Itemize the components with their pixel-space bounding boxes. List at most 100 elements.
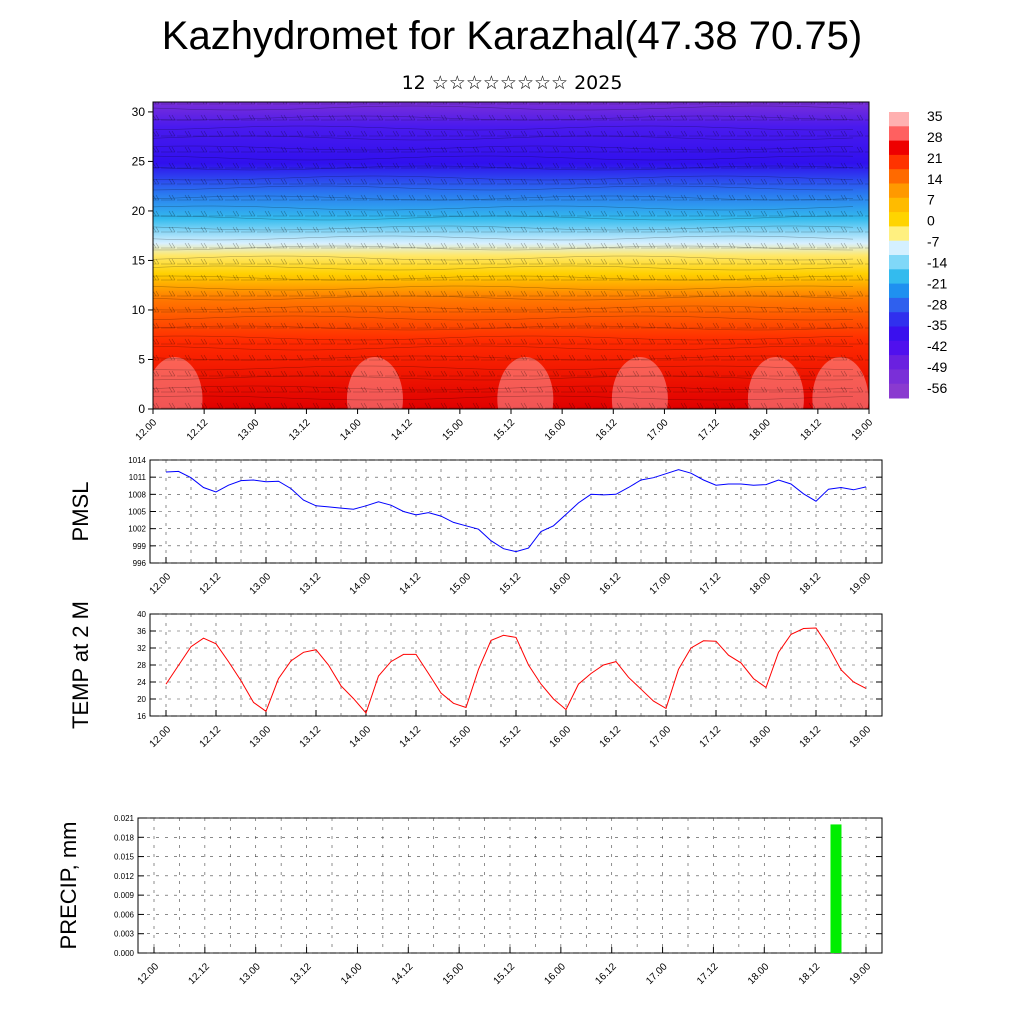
y-tick-label: 996 bbox=[133, 559, 147, 568]
colorbar-swatch bbox=[889, 112, 909, 127]
colorbar-label: 14 bbox=[927, 171, 943, 187]
colorbar-swatch bbox=[889, 340, 909, 356]
colorbar-label: -35 bbox=[927, 317, 947, 333]
contour-line bbox=[153, 355, 854, 361]
contour-line bbox=[153, 275, 854, 281]
y-tick-label: 0 bbox=[138, 402, 145, 416]
y-axis-label: PMSL bbox=[68, 482, 93, 542]
x-tick-label: 17.12 bbox=[698, 724, 724, 750]
contour-line bbox=[153, 165, 854, 171]
contour-line bbox=[153, 215, 854, 221]
colorbar-swatch bbox=[889, 226, 909, 242]
contour-line bbox=[153, 235, 854, 241]
x-tick-label: 19.00 bbox=[850, 417, 876, 443]
colorbar-swatch bbox=[889, 255, 909, 270]
x-tick-label: 12.00 bbox=[136, 961, 162, 987]
y-axis-label: PRECIP, mm bbox=[56, 822, 81, 950]
x-tick-label: 17.12 bbox=[695, 961, 721, 987]
x-tick-label: 16.12 bbox=[594, 417, 620, 443]
x-tick-label: 18.00 bbox=[748, 724, 774, 750]
x-tick-label: 12.12 bbox=[185, 417, 211, 443]
x-tick-label: 14.00 bbox=[338, 417, 364, 443]
y-tick-label: 0.015 bbox=[114, 853, 135, 862]
x-tick-label: 13.12 bbox=[287, 417, 313, 443]
x-tick-label: 16.00 bbox=[543, 961, 569, 987]
y-tick-label: 36 bbox=[137, 627, 146, 636]
x-tick-label: 19.00 bbox=[848, 571, 874, 597]
y-tick-label: 16 bbox=[137, 712, 146, 721]
x-tick-label: 12.12 bbox=[187, 961, 213, 987]
x-tick-label: 14.00 bbox=[348, 571, 374, 597]
y-tick-label: 1014 bbox=[128, 456, 146, 465]
contour-line bbox=[153, 345, 854, 351]
x-tick-label: 12.12 bbox=[198, 571, 224, 597]
colorbar-swatch bbox=[889, 183, 909, 199]
colorbar-swatch bbox=[889, 369, 909, 385]
cross-section-plot: 0 5 10 15 20 25 30 12.00 12.12 13.00 13.12 14.00 14.… bbox=[132, 101, 876, 443]
contour-line bbox=[153, 255, 854, 261]
contour-line bbox=[153, 285, 854, 291]
x-tick-label: 13.00 bbox=[248, 724, 274, 750]
colorbar-swatch bbox=[889, 240, 909, 256]
x-tick-label: 19.00 bbox=[848, 724, 874, 750]
series-line bbox=[165, 627, 867, 714]
x-tick-label: 13.12 bbox=[298, 571, 324, 597]
y-tick-label: 10 bbox=[132, 303, 146, 317]
colorbar-label: 21 bbox=[927, 150, 943, 166]
colorbar-label: -49 bbox=[927, 359, 947, 375]
contour-line bbox=[153, 395, 854, 401]
colorbar-swatch bbox=[889, 154, 909, 170]
contour-line bbox=[153, 195, 854, 201]
x-tick-label: 14.12 bbox=[398, 571, 424, 597]
contour-line bbox=[153, 175, 854, 181]
contour-line bbox=[153, 105, 854, 111]
y-tick-label: 20 bbox=[137, 695, 146, 704]
colorbar-label: -14 bbox=[927, 254, 947, 270]
colorbar-swatch bbox=[889, 269, 909, 285]
page-title: Kazhydromet for Karazhal(47.38 70.75) bbox=[161, 14, 863, 58]
colorbar-swatch bbox=[889, 283, 909, 299]
precip-bar bbox=[830, 824, 842, 953]
x-tick-label: 16.00 bbox=[548, 724, 574, 750]
y-tick-label: 30 bbox=[132, 105, 146, 119]
x-tick-label: 15.12 bbox=[498, 724, 524, 750]
pmsl-plot: 996 999 1002 1005 1008 1011 1014 12.00 12.12 13.0… bbox=[68, 456, 883, 597]
colorbar-swatch bbox=[889, 326, 909, 342]
x-tick-label: 15.12 bbox=[498, 571, 524, 597]
y-tick-label: 40 bbox=[137, 610, 146, 619]
contour-line bbox=[153, 185, 854, 191]
x-tick-label: 18.00 bbox=[747, 417, 773, 443]
x-tick-label: 15.00 bbox=[448, 571, 474, 597]
x-tick-label: 17.00 bbox=[645, 417, 671, 443]
x-tick-label: 14.12 bbox=[390, 961, 416, 987]
y-tick-label: 0.021 bbox=[114, 814, 135, 823]
x-tick-label: 18.12 bbox=[798, 724, 824, 750]
y-tick-label: 0.000 bbox=[114, 949, 135, 958]
colorbar-swatch bbox=[889, 383, 909, 399]
y-tick-label: 1011 bbox=[129, 473, 147, 482]
x-tick-label: 18.00 bbox=[748, 571, 774, 597]
colorbar-swatch bbox=[889, 169, 909, 184]
y-tick-label: 15 bbox=[132, 253, 146, 267]
contour-line bbox=[153, 115, 854, 121]
x-tick-label: 13.12 bbox=[288, 961, 314, 987]
contour-line bbox=[153, 135, 854, 141]
x-tick-label: 17.00 bbox=[648, 724, 674, 750]
x-tick-label: 12.00 bbox=[148, 724, 174, 750]
colorbar-label: -28 bbox=[927, 296, 947, 312]
colorbar-label: -7 bbox=[927, 234, 940, 250]
x-tick-label: 13.00 bbox=[248, 571, 274, 597]
contour-line bbox=[153, 265, 854, 271]
heatmap-field bbox=[153, 102, 869, 409]
x-tick-label: 12.00 bbox=[134, 417, 160, 443]
x-tick-label: 17.12 bbox=[698, 571, 724, 597]
x-tick-label: 12.00 bbox=[148, 571, 174, 597]
x-tick-label: 18.12 bbox=[797, 961, 823, 987]
y-tick-label: 28 bbox=[137, 661, 146, 670]
x-tick-label: 13.00 bbox=[236, 417, 262, 443]
x-tick-label: 13.00 bbox=[237, 961, 263, 987]
x-tick-label: 16.00 bbox=[543, 417, 569, 443]
y-tick-label: 0.018 bbox=[114, 833, 135, 842]
contour-line bbox=[153, 295, 854, 301]
x-tick-label: 15.00 bbox=[448, 724, 474, 750]
